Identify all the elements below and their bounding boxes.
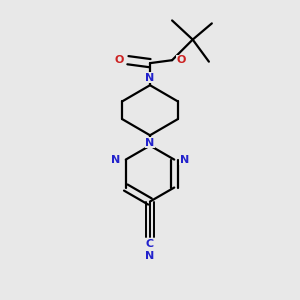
- Text: C: C: [146, 239, 154, 249]
- Text: O: O: [114, 55, 124, 65]
- Text: O: O: [176, 55, 186, 65]
- Text: N: N: [180, 154, 189, 165]
- Text: N: N: [146, 251, 154, 261]
- Text: N: N: [146, 73, 154, 83]
- Text: N: N: [111, 154, 120, 165]
- Text: N: N: [146, 138, 154, 148]
